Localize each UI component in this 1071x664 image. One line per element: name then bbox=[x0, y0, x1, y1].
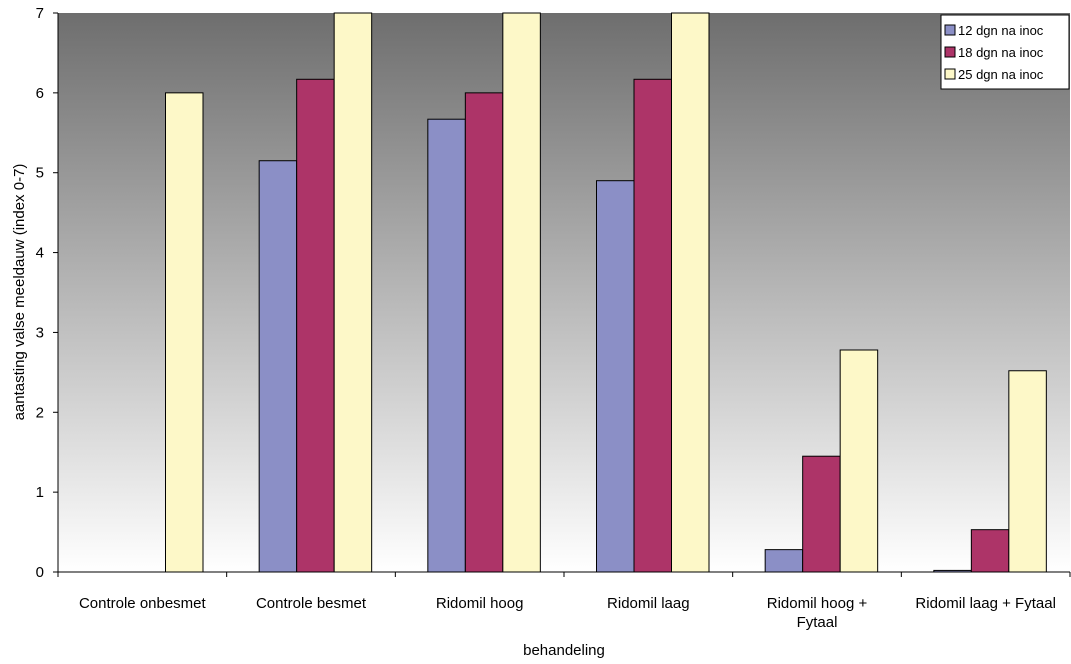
bar-1-5 bbox=[764, 549, 804, 573]
x-tick-label: Ridomil hoog bbox=[436, 595, 524, 612]
x-tick-label: Ridomil laag + Fytaal bbox=[915, 595, 1055, 612]
x-tick-label: Ridomil hoog + Fytaal bbox=[767, 595, 868, 631]
y-tick-label: 4 bbox=[36, 245, 44, 262]
bar-3-5 bbox=[839, 349, 879, 573]
bar-2-2 bbox=[296, 78, 335, 573]
legend-box bbox=[940, 14, 1070, 90]
x-tick-label: Ridomil laag bbox=[607, 595, 690, 612]
bar-3-2 bbox=[333, 12, 373, 573]
y-tick-label: 7 bbox=[36, 5, 44, 22]
bar-2-4 bbox=[633, 78, 672, 573]
bar-3-3 bbox=[502, 12, 541, 573]
bar-1-4 bbox=[596, 180, 635, 573]
legend-label-1: 12 dgn na inoc bbox=[958, 23, 1044, 38]
y-tick-label: 3 bbox=[36, 324, 44, 341]
bar-2-3 bbox=[464, 92, 504, 573]
axes-group: 0 1 2 3 4 5 6 7 Controle onbesmet Controle besmet… bbox=[36, 5, 1071, 631]
x-tick-label: Controle besmet bbox=[256, 595, 367, 612]
legend: 12 dgn na inoc 18 dgn na inoc 25 dgn na in… bbox=[940, 14, 1070, 90]
legend-swatch-3 bbox=[944, 68, 956, 80]
legend-swatch-2 bbox=[944, 46, 956, 58]
y-tick-label: 1 bbox=[36, 484, 44, 501]
x-tick-label: Controle onbesmet bbox=[79, 595, 207, 612]
bar-3-4 bbox=[671, 12, 710, 573]
bar-3-1 bbox=[165, 92, 204, 573]
y-axis-title: aantasting valse meeldauw (index 0-7) bbox=[11, 164, 28, 421]
y-tick-label: 2 bbox=[36, 404, 44, 421]
x-axis-title: behandeling bbox=[523, 642, 605, 659]
bar-1-3 bbox=[427, 118, 466, 573]
legend-label-2: 18 dgn na inoc bbox=[958, 45, 1044, 60]
bar-2-6 bbox=[970, 529, 1010, 573]
y-tick-label: 5 bbox=[36, 165, 44, 182]
bar-1-2 bbox=[258, 160, 298, 573]
bar-2-5 bbox=[802, 455, 841, 573]
y-tick-label: 6 bbox=[36, 85, 44, 102]
y-tick-label: 0 bbox=[36, 564, 44, 581]
legend-label-3: 25 dgn na inoc bbox=[958, 67, 1044, 82]
legend-swatch-1 bbox=[944, 24, 956, 36]
bars-group bbox=[165, 12, 1047, 573]
bar-3-6 bbox=[1008, 370, 1047, 573]
plot-area bbox=[58, 13, 1070, 572]
